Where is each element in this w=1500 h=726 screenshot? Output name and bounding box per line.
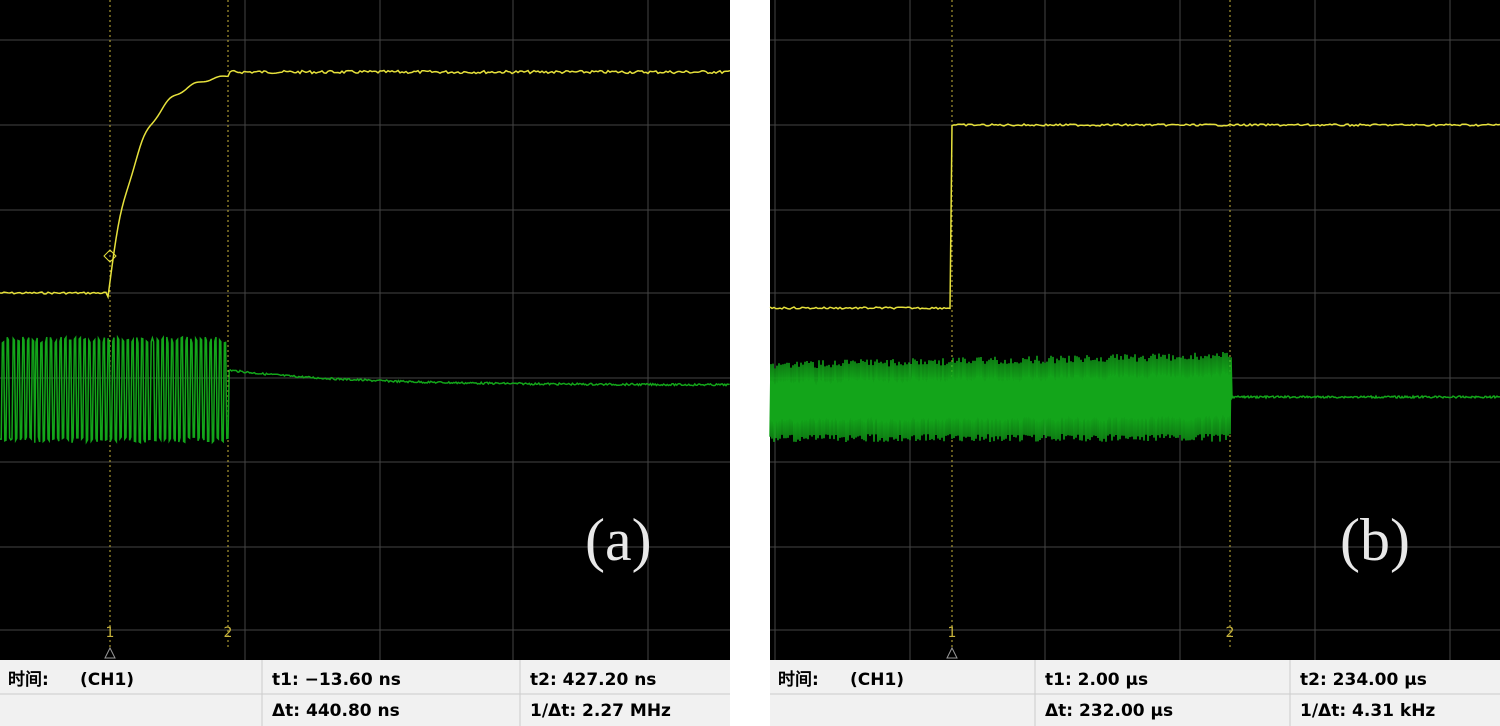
trigger-marker [103, 249, 117, 263]
readout-dt: Δt: 440.80 ns [272, 701, 400, 721]
readout-channel: (CH1) [850, 670, 904, 690]
readout-channel: (CH1) [80, 670, 134, 690]
readout-bar [0, 660, 730, 726]
trigger-position [104, 646, 116, 659]
panel-label: (b) [1340, 507, 1410, 573]
cursor-label: 2 [224, 625, 233, 641]
cursor-label: 1 [948, 625, 957, 641]
cursor-label: 1 [106, 625, 115, 641]
panel-b: 1 2 (b) 时间: (CH1) t1: 2.00 µs t2: 234.00… [769, 0, 1500, 726]
panel-a: 1 2 (a) 时间: (CH1) t1: −13.60 ns t2: 427.… [0, 0, 731, 726]
trigger-position [946, 646, 958, 659]
ch2-waveform [0, 334, 730, 445]
readout-time: 时间: [778, 669, 819, 690]
readout-bar [770, 660, 1500, 726]
readout-t2: t2: 427.20 ns [530, 670, 656, 690]
readout-t2: t2: 234.00 µs [1300, 670, 1427, 690]
readout-time: 时间: [8, 669, 49, 690]
ch1-waveform [769, 123, 1500, 310]
readout-t1: t1: 2.00 µs [1045, 670, 1148, 690]
cursor-label: 2 [1226, 625, 1235, 641]
readout-inv-dt: 1/Δt: 2.27 MHz [530, 701, 671, 721]
readout-t1: t1: −13.60 ns [272, 670, 401, 690]
panel-label: (a) [585, 507, 652, 573]
ch2-waveform [769, 351, 1500, 443]
screen [770, 0, 1500, 660]
readout-dt: Δt: 232.00 µs [1045, 701, 1173, 721]
screen [0, 0, 730, 660]
readout-inv-dt: 1/Δt: 4.31 kHz [1300, 701, 1435, 721]
grid [770, 0, 1500, 660]
ch1-waveform [0, 69, 731, 300]
